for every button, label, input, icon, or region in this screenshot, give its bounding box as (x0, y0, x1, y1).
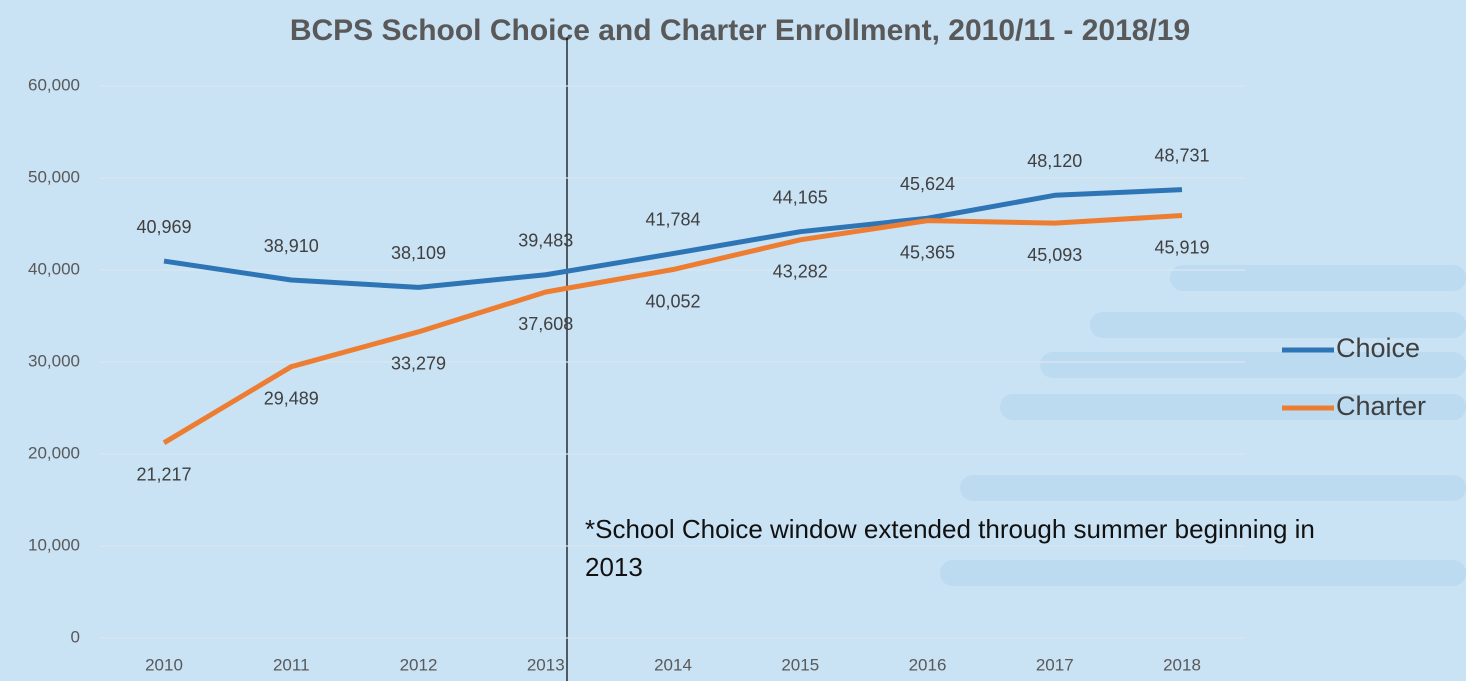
data-label: 45,919 (1154, 237, 1209, 257)
x-tick-label: 2014 (654, 655, 692, 674)
legend-label: Choice (1336, 333, 1420, 363)
x-tick-label: 2010 (145, 655, 183, 674)
y-tick-label: 20,000 (28, 443, 80, 462)
x-tick-label: 2011 (273, 655, 310, 674)
data-label: 33,279 (391, 354, 446, 374)
data-label: 45,093 (1027, 245, 1082, 265)
data-label: 45,365 (900, 242, 955, 262)
x-tick-label: 2015 (781, 655, 819, 674)
data-label: 38,910 (264, 236, 319, 256)
x-tick-label: 2017 (1036, 655, 1074, 674)
data-label: 48,731 (1154, 145, 1209, 165)
chart-title: BCPS School Choice and Charter Enrollmen… (290, 14, 1190, 47)
data-label: 40,052 (645, 291, 700, 311)
data-label: 39,483 (518, 231, 573, 251)
data-label: 44,165 (773, 187, 828, 207)
page: BCPS School Choice and Charter Enrollmen… (0, 0, 1466, 681)
y-tick-label: 0 (71, 627, 80, 646)
x-tick-label: 2012 (400, 655, 438, 674)
x-tick-label: 2016 (909, 655, 947, 674)
y-tick-label: 60,000 (28, 75, 80, 94)
data-label: 40,969 (136, 217, 191, 237)
data-label: 43,282 (773, 262, 828, 282)
data-label: 29,489 (264, 388, 319, 408)
data-label: 21,217 (136, 465, 191, 485)
x-tick-label: 2018 (1163, 655, 1201, 674)
data-label: 37,608 (518, 314, 573, 334)
data-label: 41,784 (645, 209, 700, 229)
annotation: *School Choice window extended through s… (585, 510, 1355, 586)
data-label: 45,624 (900, 174, 955, 194)
legend-label: Charter (1336, 391, 1426, 421)
y-tick-label: 50,000 (28, 167, 80, 186)
y-tick-label: 40,000 (28, 259, 80, 278)
data-label: 48,120 (1027, 151, 1082, 171)
y-tick-label: 30,000 (28, 351, 80, 370)
data-label: 38,109 (391, 243, 446, 263)
y-tick-label: 10,000 (28, 535, 80, 554)
x-tick-label: 2013 (527, 655, 565, 674)
